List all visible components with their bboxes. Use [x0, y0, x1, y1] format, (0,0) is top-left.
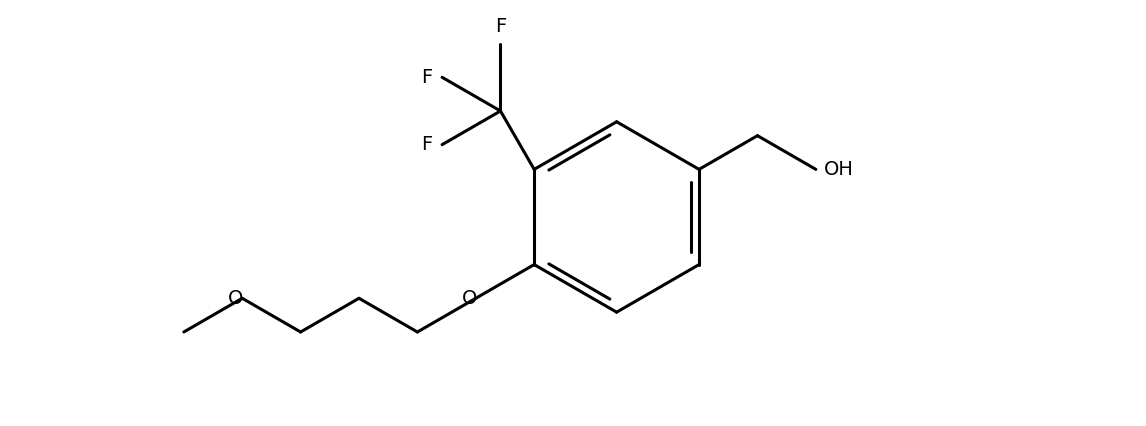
Text: O: O — [228, 289, 244, 308]
Text: F: F — [422, 135, 432, 154]
Text: OH: OH — [824, 160, 854, 179]
Text: F: F — [495, 17, 507, 36]
Text: F: F — [422, 68, 432, 87]
Text: O: O — [462, 289, 477, 308]
